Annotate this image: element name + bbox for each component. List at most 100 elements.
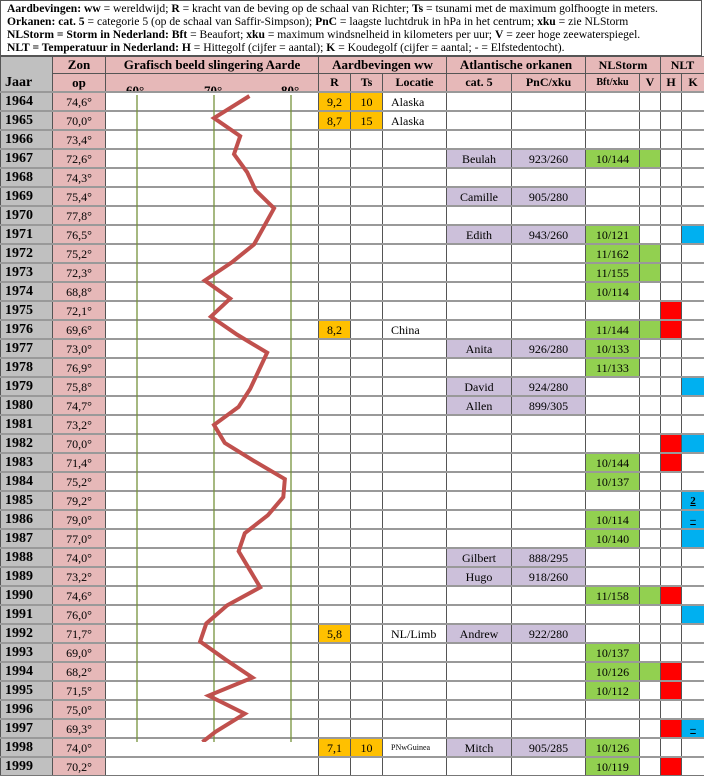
- sea-level-cell: [640, 415, 661, 434]
- sea-level-cell: [640, 396, 661, 415]
- zon-cell: 69,6°: [53, 320, 106, 339]
- legend-term: NLT = Temperatuur in Nederland: H: [7, 41, 191, 54]
- hurricane-name-cell: [447, 529, 512, 548]
- coldwave-cell: [682, 168, 704, 187]
- sea-level-cell: [640, 434, 661, 453]
- tsunami-cell: [351, 586, 383, 605]
- year-cell: 1993: [1, 643, 53, 662]
- tsunami-cell: [351, 643, 383, 662]
- legend-term: Orkanen: cat. 5: [7, 15, 85, 28]
- richter-cell: [319, 339, 351, 358]
- year-cell: 1986: [1, 510, 53, 529]
- year-cell: 1971: [1, 225, 53, 244]
- heatwave-cell: [661, 757, 682, 776]
- year-cell: 1984: [1, 472, 53, 491]
- hurricane-name-cell: Anita: [447, 339, 512, 358]
- hurricane-name-cell: [447, 700, 512, 719]
- hurricane-name-cell: Andrew: [447, 624, 512, 643]
- year-cell: 1979: [1, 377, 53, 396]
- year-cell: 1976: [1, 320, 53, 339]
- year-cell: 1964: [1, 92, 53, 111]
- zon-cell: 73,0°: [53, 339, 106, 358]
- storm-cell: [586, 548, 640, 567]
- sea-level-cell: [640, 662, 661, 681]
- richter-cell: [319, 586, 351, 605]
- tick-70: 70°: [204, 83, 222, 93]
- hurricane-name-cell: [447, 662, 512, 681]
- graph-cell: [106, 586, 319, 605]
- zon-cell: 73,4°: [53, 130, 106, 149]
- pressure-cell: [512, 681, 586, 700]
- coldwave-cell: [682, 187, 704, 206]
- pressure-cell: [512, 263, 586, 282]
- zon-cell: 79,2°: [53, 491, 106, 510]
- storm-cell: [586, 187, 640, 206]
- location-cell: [383, 548, 447, 567]
- header-nlt: NLT: [661, 57, 704, 74]
- graph-cell: [106, 529, 319, 548]
- storm-cell: [586, 605, 640, 624]
- hurricane-name-cell: [447, 491, 512, 510]
- zon-cell: 71,5°: [53, 681, 106, 700]
- hurricane-name-cell: [447, 282, 512, 301]
- heatwave-cell: [661, 358, 682, 377]
- pressure-cell: [512, 111, 586, 130]
- tsunami-cell: [351, 263, 383, 282]
- graph-cell: [106, 415, 319, 434]
- tsunami-cell: [351, 320, 383, 339]
- richter-cell: [319, 605, 351, 624]
- tsunami-cell: [351, 529, 383, 548]
- heatwave-cell: [661, 700, 682, 719]
- sea-level-cell: [640, 301, 661, 320]
- graph-cell: [106, 681, 319, 700]
- heatwave-cell: [661, 567, 682, 586]
- tsunami-cell: [351, 168, 383, 187]
- heatwave-cell: [661, 586, 682, 605]
- graph-cell: [106, 624, 319, 643]
- hurricane-name-cell: [447, 358, 512, 377]
- zon-cell: 74,6°: [53, 92, 106, 111]
- coldwave-cell: [682, 339, 704, 358]
- year-cell: 1987: [1, 529, 53, 548]
- hurricane-name-cell: [447, 681, 512, 700]
- legend-line: Aardbevingen: ww = wereldwijd; R = krach…: [7, 2, 695, 15]
- pressure-cell: [512, 168, 586, 187]
- richter-cell: [319, 149, 351, 168]
- pressure-cell: 924/280: [512, 377, 586, 396]
- location-cell: [383, 757, 447, 776]
- location-cell: [383, 719, 447, 738]
- coldwave-cell: [682, 472, 704, 491]
- richter-cell: [319, 662, 351, 681]
- legend: Aardbevingen: ww = wereldwijd; R = krach…: [0, 0, 702, 56]
- year-cell: 1995: [1, 681, 53, 700]
- richter-cell: [319, 719, 351, 738]
- zon-cell: 71,7°: [53, 624, 106, 643]
- year-cell: 1980: [1, 396, 53, 415]
- coldwave-cell: –: [682, 719, 704, 738]
- year-cell: 1975: [1, 301, 53, 320]
- pressure-cell: [512, 472, 586, 491]
- year-cell: 1965: [1, 111, 53, 130]
- location-cell: [383, 301, 447, 320]
- graph-cell: [106, 434, 319, 453]
- tick-60: 60°: [126, 83, 144, 93]
- coldwave-cell: [682, 149, 704, 168]
- sea-level-cell: [640, 491, 661, 510]
- heatwave-cell: [661, 738, 682, 757]
- hurricane-name-cell: Gilbert: [447, 548, 512, 567]
- location-cell: [383, 643, 447, 662]
- graph-cell: [106, 339, 319, 358]
- sea-level-cell: [640, 320, 661, 339]
- location-cell: China: [383, 320, 447, 339]
- coldwave-cell: [682, 624, 704, 643]
- heatwave-cell: [661, 377, 682, 396]
- header-graph-ticks: 60° 70° 80°: [106, 74, 319, 93]
- zon-cell: 72,3°: [53, 263, 106, 282]
- graph-cell: [106, 244, 319, 263]
- heatwave-cell: [661, 149, 682, 168]
